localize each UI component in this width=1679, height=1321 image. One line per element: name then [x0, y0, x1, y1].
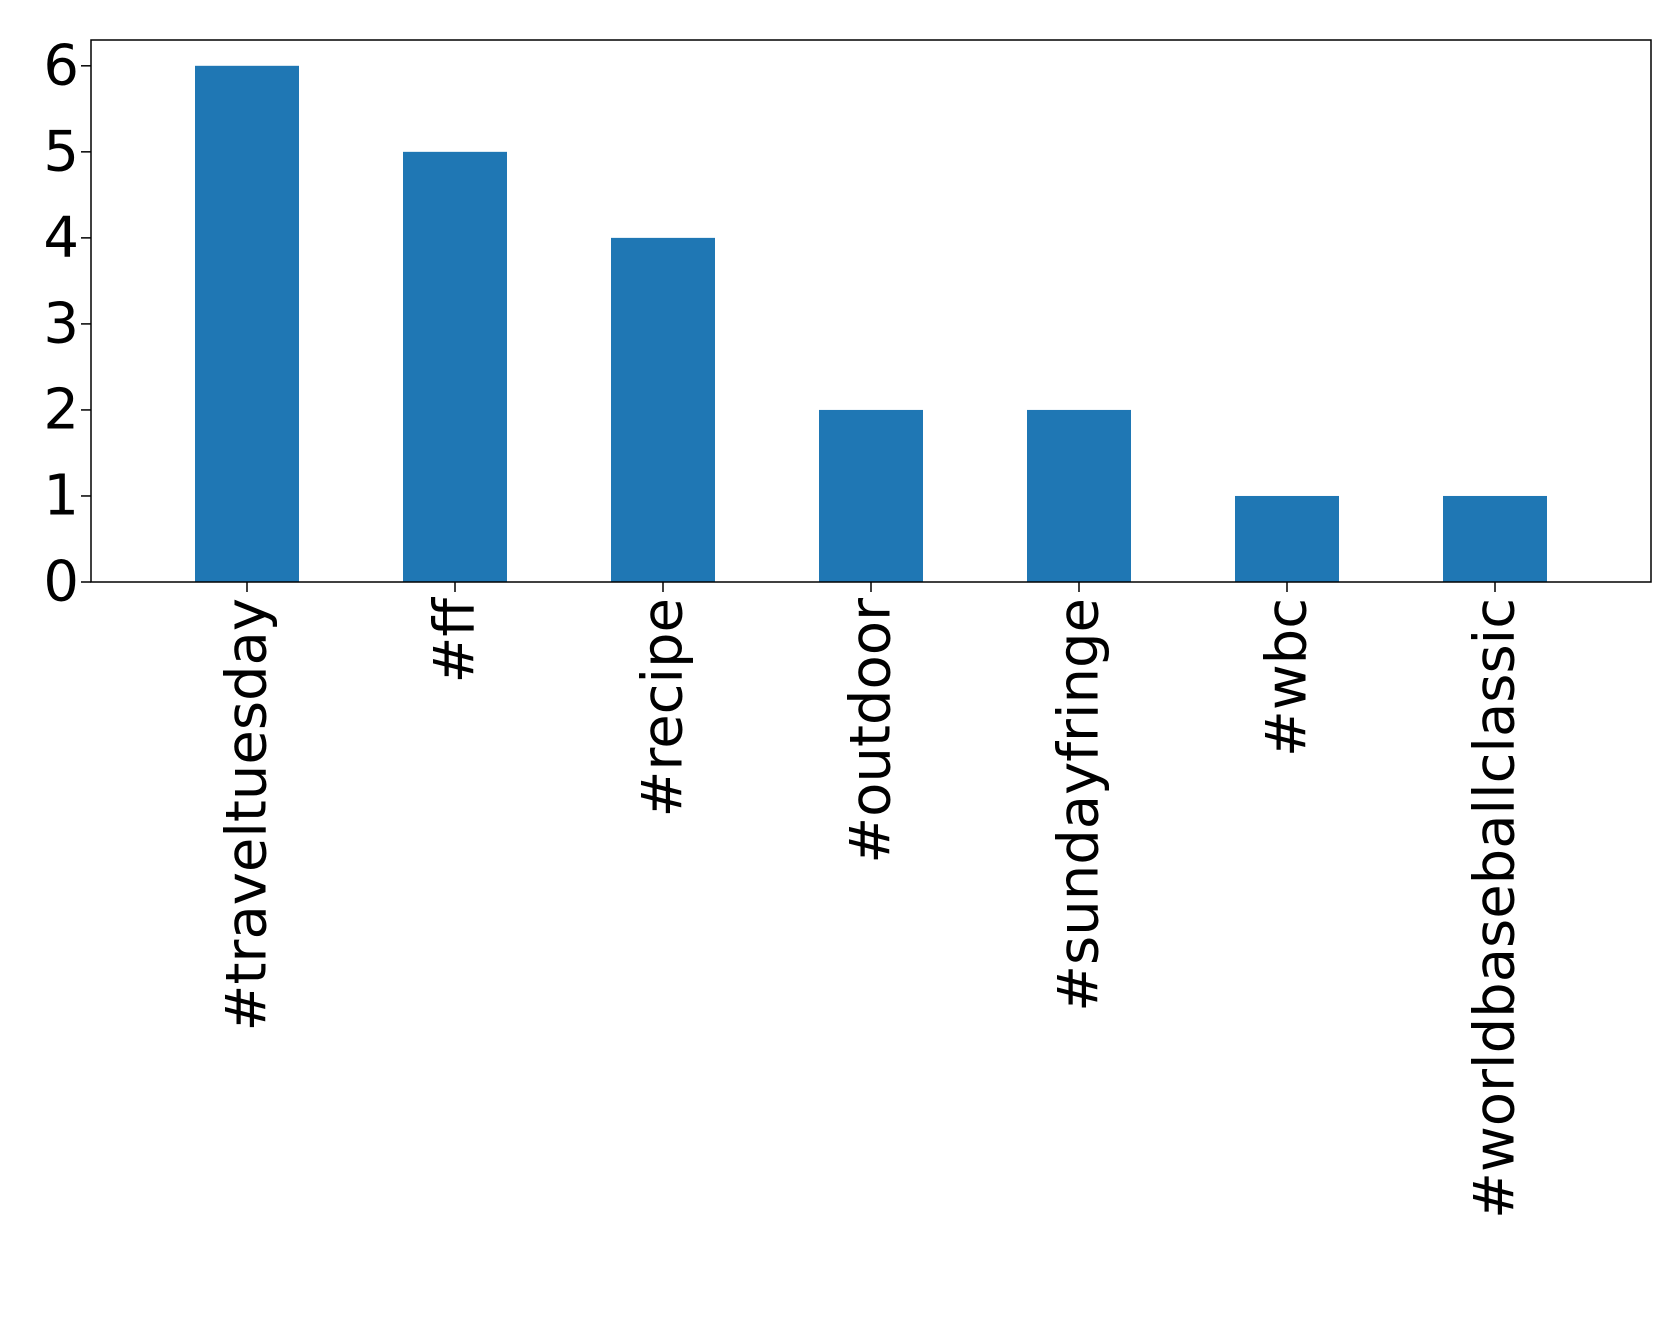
x-tick-label-outdoor: #outdoor — [839, 597, 904, 864]
x-tick-label-worldbaseballclassic: #worldbaseballclassic — [1463, 598, 1528, 1219]
y-tick-label: 0 — [43, 550, 79, 615]
bar-traveltuesday — [195, 65, 299, 583]
x-axis: #traveltuesday #ff #recipe #outdoor #sundayf… — [215, 582, 1528, 1219]
y-tick-label: 4 — [43, 205, 79, 270]
y-tick-label: 5 — [43, 119, 79, 184]
y-tick-label: 1 — [43, 463, 79, 528]
bars-group — [195, 65, 1547, 583]
y-tick-label: 3 — [43, 291, 79, 356]
bar-ff — [403, 151, 507, 583]
x-tick-label-sundayfringe: #sundayfringe — [1047, 598, 1112, 1012]
x-tick-label-traveltuesday: #traveltuesday — [215, 598, 280, 1031]
y-axis: 0 1 2 3 4 5 6 — [43, 33, 91, 615]
bar-sundayfringe — [1027, 409, 1131, 582]
x-tick-label-recipe: #recipe — [631, 598, 696, 818]
y-tick-label: 2 — [43, 377, 79, 442]
bar-recipe — [611, 237, 715, 582]
x-tick-label-wbc: #wbc — [1255, 598, 1320, 757]
bar-outdoor — [819, 409, 923, 582]
y-tick-label: 6 — [43, 33, 79, 98]
bar-wbc — [1235, 495, 1339, 582]
bar-worldbaseballclassic — [1443, 495, 1547, 582]
x-tick-label-ff: #ff — [423, 597, 488, 684]
